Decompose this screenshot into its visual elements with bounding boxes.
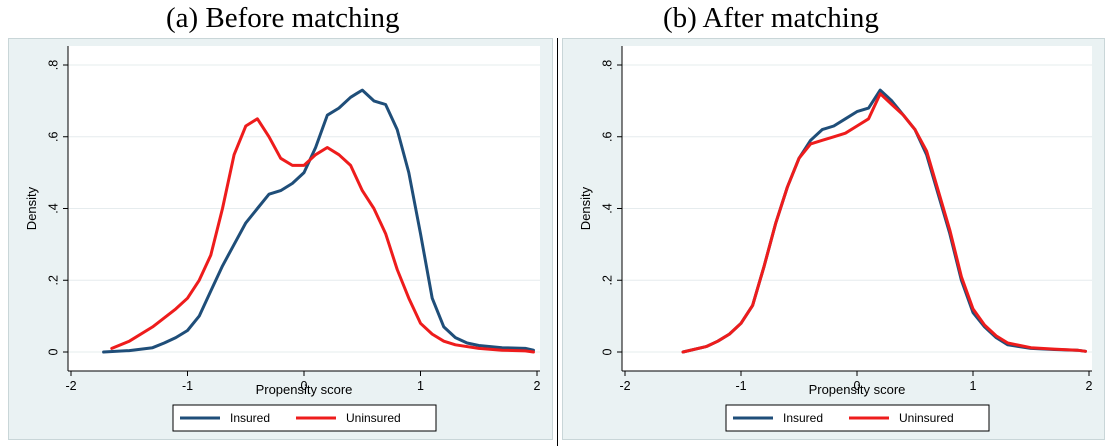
y-tick-label: .2 bbox=[46, 275, 60, 285]
series-line-uninsured bbox=[110, 117, 535, 354]
legend-label: Insured bbox=[783, 411, 823, 425]
legend-label: Insured bbox=[230, 411, 270, 425]
x-tick-label: -1 bbox=[735, 379, 746, 393]
x-tick-label: -2 bbox=[65, 379, 76, 393]
y-tick-label: .4 bbox=[46, 203, 60, 213]
y-tick-label: .2 bbox=[600, 275, 614, 285]
legend-label: Uninsured bbox=[346, 411, 401, 425]
y-tick-label: .8 bbox=[46, 60, 60, 70]
y-axis-title: Density bbox=[578, 186, 593, 230]
x-tick-label: 0 bbox=[854, 379, 861, 393]
series-line-insured bbox=[102, 88, 535, 354]
legend-label: Uninsured bbox=[899, 411, 954, 425]
y-tick-label: 0 bbox=[46, 348, 60, 355]
y-tick-label: .6 bbox=[46, 131, 60, 141]
x-tick-label: 1 bbox=[417, 379, 424, 393]
chart-after-matching: 0 .2 .4 .6 .8 -2 -1 0 1 2 Propensity score Density I… bbox=[562, 38, 1105, 440]
series-line-uninsured bbox=[681, 92, 1087, 354]
y-axis-title: Density bbox=[24, 186, 39, 230]
y-tick-label: 0 bbox=[600, 348, 614, 355]
x-tick-label: -2 bbox=[619, 379, 630, 393]
x-axis-title: Propensity score bbox=[809, 382, 906, 397]
x-tick-label: 2 bbox=[534, 379, 541, 393]
x-tick-label: 0 bbox=[301, 379, 308, 393]
y-tick-label: .4 bbox=[600, 203, 614, 213]
x-tick-label: 2 bbox=[1086, 379, 1093, 393]
panel-title-b: (b) After matching bbox=[663, 2, 879, 34]
x-tick-label: -1 bbox=[182, 379, 193, 393]
y-tick-label: .8 bbox=[600, 60, 614, 70]
x-tick-label: 1 bbox=[970, 379, 977, 393]
y-tick-label: .6 bbox=[600, 131, 614, 141]
chart-before-matching: 0 .2 .4 .6 .8 -2 -1 0 1 2 Propensity score Density I… bbox=[8, 38, 553, 440]
x-axis-title: Propensity score bbox=[256, 382, 353, 397]
panel-title-a: (a) Before matching bbox=[166, 2, 400, 34]
panel-divider bbox=[557, 38, 558, 446]
